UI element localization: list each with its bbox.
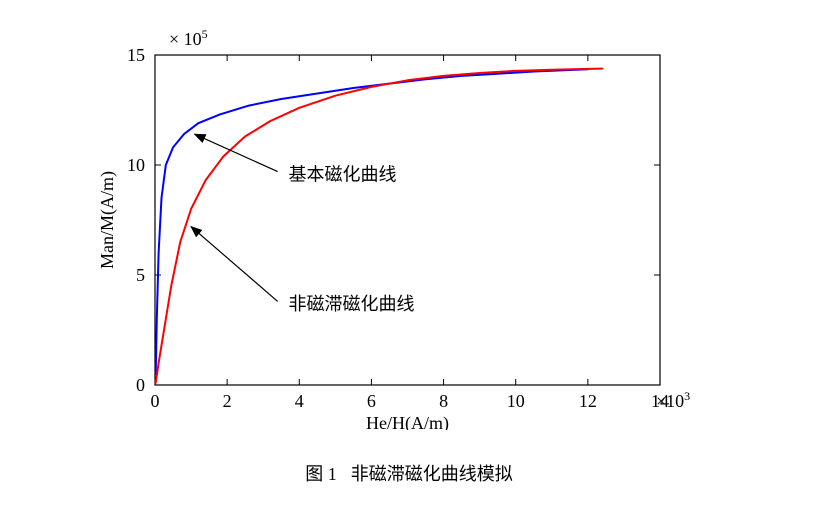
- y-axis-label: Man/M(A/m): [97, 171, 118, 269]
- x-tick-label: 12: [579, 391, 597, 411]
- annotation-text-anhysteretic_label: 非磁滞磁化曲线: [288, 294, 414, 314]
- annotation-text-basic_label: 基本磁化曲线: [288, 164, 396, 184]
- y-tick-label: 15: [127, 45, 145, 65]
- figure-caption: 图 1 非磁滞磁化曲线模拟: [0, 460, 818, 486]
- x-tick-label: 6: [367, 391, 376, 411]
- x-axis-label: He/H(A/m): [366, 413, 449, 430]
- chart-bg: [90, 20, 690, 430]
- x-tick-label: 10: [507, 391, 525, 411]
- x-tick-label: 4: [295, 391, 304, 411]
- y-tick-label: 10: [127, 155, 145, 175]
- chart: 02468101214051015× 105×103He/H(A/m)Man/M…: [90, 20, 690, 430]
- x-tick-label: 2: [223, 391, 232, 411]
- figure-number: 图 1: [305, 464, 337, 484]
- y-tick-label: 0: [136, 375, 145, 395]
- y-tick-label: 5: [136, 265, 145, 285]
- x-tick-label: 0: [151, 391, 160, 411]
- figure-container: 02468101214051015× 105×103He/H(A/m)Man/M…: [0, 0, 818, 512]
- x-tick-label: 8: [439, 391, 448, 411]
- figure-caption-text: 非磁滞磁化曲线模拟: [351, 464, 513, 484]
